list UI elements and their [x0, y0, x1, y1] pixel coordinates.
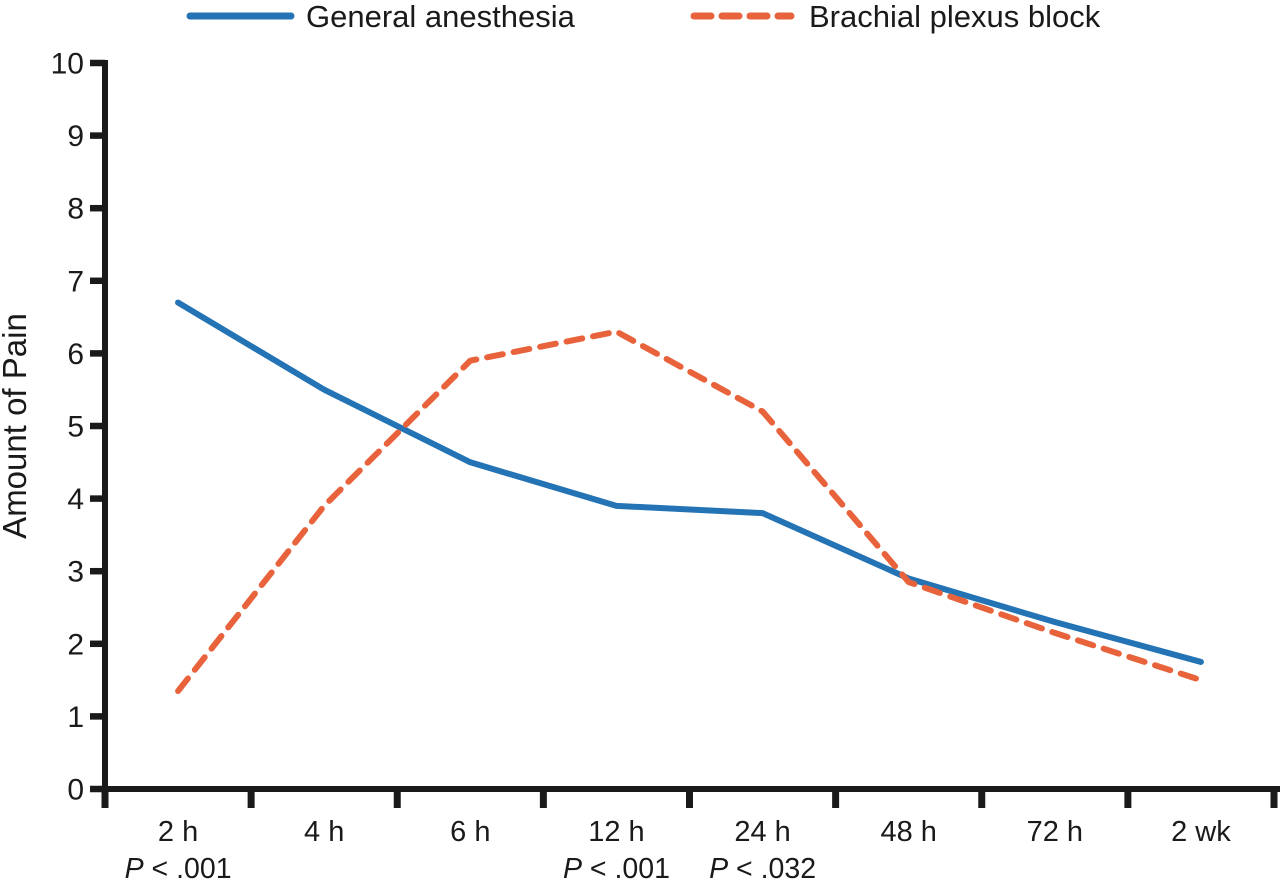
y-tick-label: 4 — [67, 483, 84, 516]
series-line-brachial-plexus-block — [175, 328, 1204, 694]
y-tick-labels: 0 1 2 3 4 5 6 7 8 9 10 — [51, 48, 84, 807]
x-tick-label-48-h: 48 h — [880, 816, 936, 848]
y-tick-label: 0 — [67, 774, 84, 807]
series-line-general-anesthesia — [175, 299, 1204, 665]
x-tick-label-6-h: 6 h — [450, 816, 490, 848]
y-tick-label: 10 — [51, 48, 84, 81]
x-tick-label-2-h: 2 h — [158, 816, 198, 848]
annotation-2-h: P < .001 — [125, 853, 232, 884]
y-tick-label: 6 — [67, 338, 84, 371]
annotation-24-h: P < .032 — [709, 853, 816, 884]
axes — [90, 59, 1280, 808]
x-tick-label-24-h: 24 h — [734, 816, 790, 848]
x-tick-label-2-wk: 2 wk — [1171, 816, 1231, 848]
legend-item-brachial-plexus-block: Brachial plexus block — [690, 0, 1101, 34]
y-tick-label: 2 — [67, 628, 84, 661]
legend: General anesthesia Brachial plexus block — [186, 0, 1101, 34]
annotation-12-h: P < .001 — [563, 853, 670, 884]
y-tick-label: 3 — [67, 556, 84, 589]
x-tick-label-72-h: 72 h — [1027, 816, 1083, 848]
y-tick-label: 1 — [67, 701, 84, 734]
p-value-annotations: P < .001 P < .001 P < .032 — [125, 853, 816, 884]
legend-label-general-anesthesia: General anesthesia — [306, 0, 576, 34]
y-axis-title: Amount of Pain — [0, 313, 33, 539]
legend-item-general-anesthesia: General anesthesia — [186, 0, 576, 34]
x-tick-label-12-h: 12 h — [588, 816, 644, 848]
y-tick-label: 7 — [67, 265, 84, 298]
x-tick-label-4-h: 4 h — [304, 816, 344, 848]
y-tick-label: 9 — [67, 120, 84, 153]
y-tick-label: 8 — [67, 193, 84, 226]
legend-label-brachial-plexus-block: Brachial plexus block — [809, 0, 1101, 34]
x-tick-labels: 2 h 4 h 6 h 12 h 24 h 48 h 72 h 2 wk — [158, 816, 1231, 848]
y-tick-label: 5 — [67, 411, 84, 444]
series-lines — [175, 299, 1204, 694]
